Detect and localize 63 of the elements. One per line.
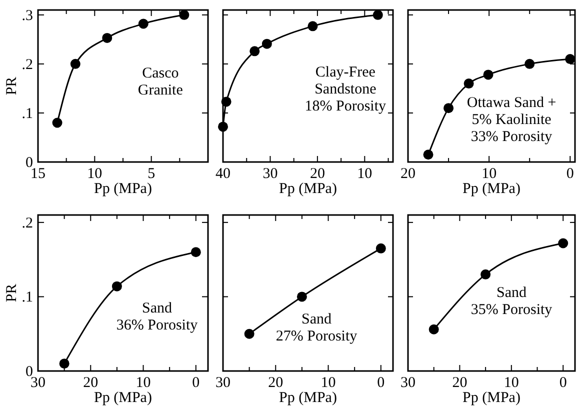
point xyxy=(179,10,190,20)
y-tick-label: .1 xyxy=(22,290,33,306)
point xyxy=(524,58,535,69)
x-tick-label: 20 xyxy=(400,166,416,182)
annotation: Ottawa Sand + 5% Kaolinite 33% Porosity xyxy=(466,95,556,145)
x-tick-label: 0 xyxy=(377,375,385,391)
x-tick-label: 20 xyxy=(452,375,468,391)
y-tick-label: 0 xyxy=(26,364,33,380)
x-axis-title: Pp (MPa) xyxy=(94,181,152,197)
y-axis-title: PR xyxy=(4,76,20,96)
point xyxy=(444,103,454,114)
y-tick-label: .2 xyxy=(22,56,33,73)
point xyxy=(138,18,148,29)
x-tick-label: 10 xyxy=(320,375,336,391)
x-tick-label: 0 xyxy=(559,375,567,391)
x-tick-label: 20 xyxy=(310,166,325,182)
point xyxy=(308,21,318,32)
point xyxy=(190,247,201,258)
point xyxy=(102,32,112,43)
point xyxy=(52,118,62,128)
y-tick-label: .3 xyxy=(22,8,33,24)
x-tick-label: 10 xyxy=(504,375,519,391)
point xyxy=(250,46,260,56)
x-axis-title: Pp (MPa) xyxy=(462,181,520,197)
point xyxy=(59,358,70,369)
x-tick-label: 30 xyxy=(400,375,416,391)
point xyxy=(221,96,232,107)
x-tick-label: 30 xyxy=(30,375,46,391)
annotation: Clay-Free Sandstone 18% Porosity xyxy=(304,64,387,115)
y-axis-title: PR xyxy=(4,284,20,302)
point xyxy=(372,10,383,20)
x-tick-label: 10 xyxy=(136,375,151,391)
annotation: Sand 27% Porosity xyxy=(276,312,358,344)
point xyxy=(565,54,576,64)
point xyxy=(218,122,228,132)
annotation: Casco Granite xyxy=(138,66,184,98)
x-axis-title: Pp (MPa) xyxy=(94,390,152,406)
x-tick-label: 15 xyxy=(30,166,46,182)
x-tick-label: 40 xyxy=(216,166,230,182)
x-tick-label: 10 xyxy=(87,166,102,182)
point xyxy=(423,150,434,160)
point xyxy=(112,281,122,292)
x-tick-label: 0 xyxy=(566,166,574,182)
x-tick-label: 20 xyxy=(83,375,98,391)
x-axis-title: Pp (MPa) xyxy=(279,390,337,406)
point xyxy=(262,38,272,49)
x-tick-label: 5 xyxy=(148,166,156,182)
point xyxy=(70,58,80,69)
point xyxy=(464,78,474,89)
y-tick-label: 0 xyxy=(26,155,33,171)
x-axis-title: Pp (MPa) xyxy=(279,181,337,197)
x-axis-title: Pp (MPa) xyxy=(462,390,520,406)
x-tick-label: 10 xyxy=(357,166,372,182)
point xyxy=(483,70,494,80)
x-tick-label: 30 xyxy=(262,166,278,182)
x-tick-label: 0 xyxy=(192,375,200,391)
y-tick-label: .2 xyxy=(22,215,33,232)
x-tick-label: 30 xyxy=(216,375,230,391)
annotation: Sand 36% Porosity xyxy=(116,300,198,334)
annotation: Sand 35% Porosity xyxy=(470,284,553,318)
y-tick-label: .1 xyxy=(22,106,33,122)
x-tick-label: 10 xyxy=(482,166,497,182)
x-tick-label: 20 xyxy=(268,375,284,391)
